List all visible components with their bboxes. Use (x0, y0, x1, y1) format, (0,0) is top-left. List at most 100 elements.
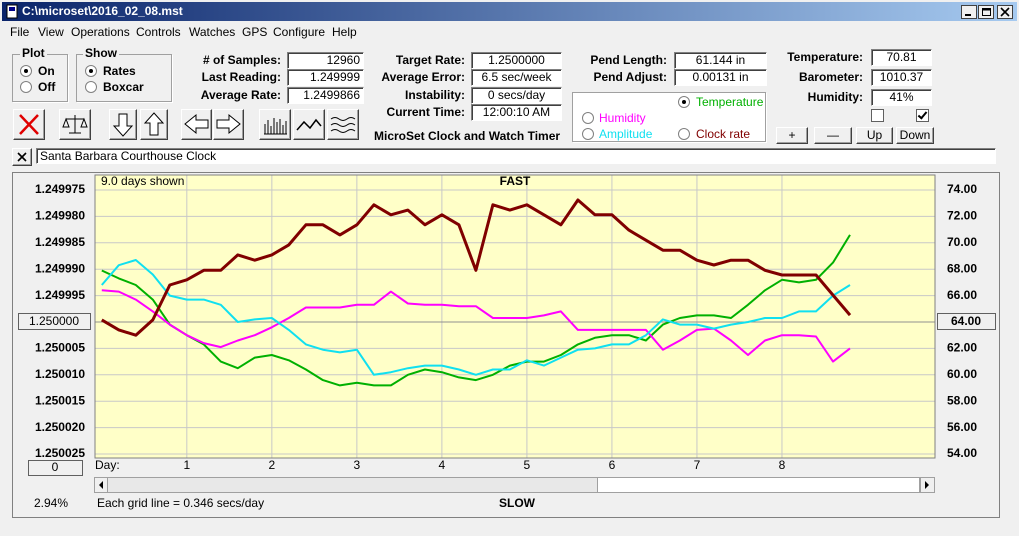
legend-label[interactable]: Temperature (696, 95, 764, 109)
radio-label: Off (38, 80, 56, 94)
x-tick-label: 7 (694, 458, 701, 472)
y2-tick-label: 62.00 (947, 341, 977, 355)
field-value: 6.5 sec/week (471, 69, 562, 86)
y2-tick-label: 70.00 (947, 235, 977, 249)
button[interactable]: Up (856, 127, 893, 144)
field-label: Pend Length: (590, 53, 667, 67)
app-name: MicroSet Clock and Watch Timer (374, 129, 561, 143)
left-button[interactable] (181, 109, 212, 140)
radio-button[interactable] (85, 81, 97, 93)
field-label: Average Error: (381, 70, 465, 84)
field-value: 12960 (287, 52, 364, 69)
field-value: 1.2499866 (287, 87, 364, 104)
y2-tick-label: 74.00 (947, 182, 977, 196)
field-label: Barometer: (798, 70, 863, 84)
checkbox[interactable] (916, 109, 929, 122)
checkbox[interactable] (871, 109, 884, 122)
series-line (101, 259, 851, 376)
menu-item[interactable]: View (38, 25, 64, 39)
y2-tick-label: 60.00 (947, 367, 977, 381)
field-label: Average Rate: (200, 88, 281, 102)
reference-button (18, 313, 91, 330)
zoom-button (28, 460, 83, 476)
clock-name-field[interactable]: Santa Barbara Courthouse Clock (36, 148, 996, 164)
menu-item[interactable]: Configure (273, 25, 326, 39)
button[interactable]: + (776, 127, 808, 144)
radio-button[interactable] (582, 112, 594, 124)
y-tick-label: 1.250000 (29, 314, 79, 328)
radio-button[interactable] (20, 81, 32, 93)
y-tick-label: 1.250005 (35, 341, 85, 355)
radio-button[interactable] (20, 65, 32, 77)
y2-tick-label: 66.00 (947, 288, 977, 302)
series-line (101, 289, 851, 363)
scroll-right-arrow (925, 481, 929, 489)
plot-area (94, 174, 936, 459)
field-value: 41% (871, 89, 932, 106)
app-icon (6, 4, 18, 19)
reference-button (937, 313, 996, 330)
window-controls[interactable] (961, 5, 1015, 20)
button[interactable]: Down (896, 127, 934, 144)
clear-name-button[interactable] (12, 148, 32, 166)
trace-button[interactable] (327, 109, 359, 140)
radio-button[interactable] (678, 96, 690, 108)
legend-label[interactable]: Humidity (599, 111, 646, 125)
field-label: Instability: (404, 88, 465, 102)
graph-button[interactable] (293, 109, 325, 140)
menu-item[interactable]: Help (332, 25, 357, 39)
down-button[interactable] (109, 109, 137, 140)
plot-selector (572, 92, 766, 142)
zoom-value: 0 (52, 460, 59, 474)
field-label: # of Samples: (202, 53, 281, 67)
x-tick-label: 1 (183, 458, 190, 472)
exit-button[interactable] (13, 109, 45, 140)
field-label: Humidity: (807, 90, 863, 104)
y-tick-label: 1.249990 (35, 261, 85, 275)
x-axis-label: Day: (95, 458, 120, 472)
right-button[interactable] (213, 109, 244, 140)
up-button[interactable] (140, 109, 168, 140)
legend-label[interactable]: Clock rate (696, 127, 751, 141)
menu-item[interactable]: GPS (242, 25, 268, 39)
y2-tick-label: 64.00 (951, 314, 981, 328)
group-title: Plot (20, 46, 47, 60)
y-tick-label: 1.250015 (35, 393, 85, 407)
y-tick-label: 1.250025 (35, 446, 85, 460)
x-tick-label: 6 (609, 458, 616, 472)
group-box (76, 54, 172, 102)
title-bar (2, 2, 1017, 21)
slow-label: SLOW (499, 496, 536, 510)
field-value: 70.81 (871, 49, 932, 66)
button[interactable]: — (814, 127, 852, 144)
y-tick-label: 1.249975 (35, 182, 85, 196)
radio-label: Rates (103, 64, 136, 78)
field-value: 0 secs/day (471, 87, 562, 104)
window-title: C:\microset\2016_02_08.mst (22, 4, 183, 18)
series-line (101, 234, 851, 387)
plot-frame (94, 174, 936, 459)
field-value: 1.2500000 (471, 52, 562, 69)
menu-item[interactable]: File (10, 25, 30, 39)
radio-button[interactable] (85, 65, 97, 77)
y2-tick-label: 72.00 (947, 209, 977, 223)
group-box (12, 54, 68, 102)
legend-label[interactable]: Amplitude (599, 127, 653, 141)
field-label: Temperature: (787, 50, 863, 64)
radio-button[interactable] (582, 128, 594, 140)
field-label: Current Time: (386, 105, 465, 119)
y-tick-label: 1.249995 (35, 288, 85, 302)
y-tick-label: 1.250010 (35, 367, 85, 381)
grid-note: Each grid line = 0.346 secs/day (97, 496, 264, 510)
menu-item[interactable]: Operations (71, 25, 130, 39)
menu-item[interactable]: Watches (189, 25, 236, 39)
radio-button[interactable] (678, 128, 690, 140)
menu-item[interactable]: Controls (136, 25, 181, 39)
calibrate-button[interactable] (59, 109, 91, 140)
radio-label: On (38, 64, 55, 78)
y-tick-label: 1.249980 (35, 209, 85, 223)
field-label: Last Reading: (201, 70, 281, 84)
y-tick-label: 1.250020 (35, 420, 85, 434)
histogram-button[interactable] (259, 109, 291, 140)
